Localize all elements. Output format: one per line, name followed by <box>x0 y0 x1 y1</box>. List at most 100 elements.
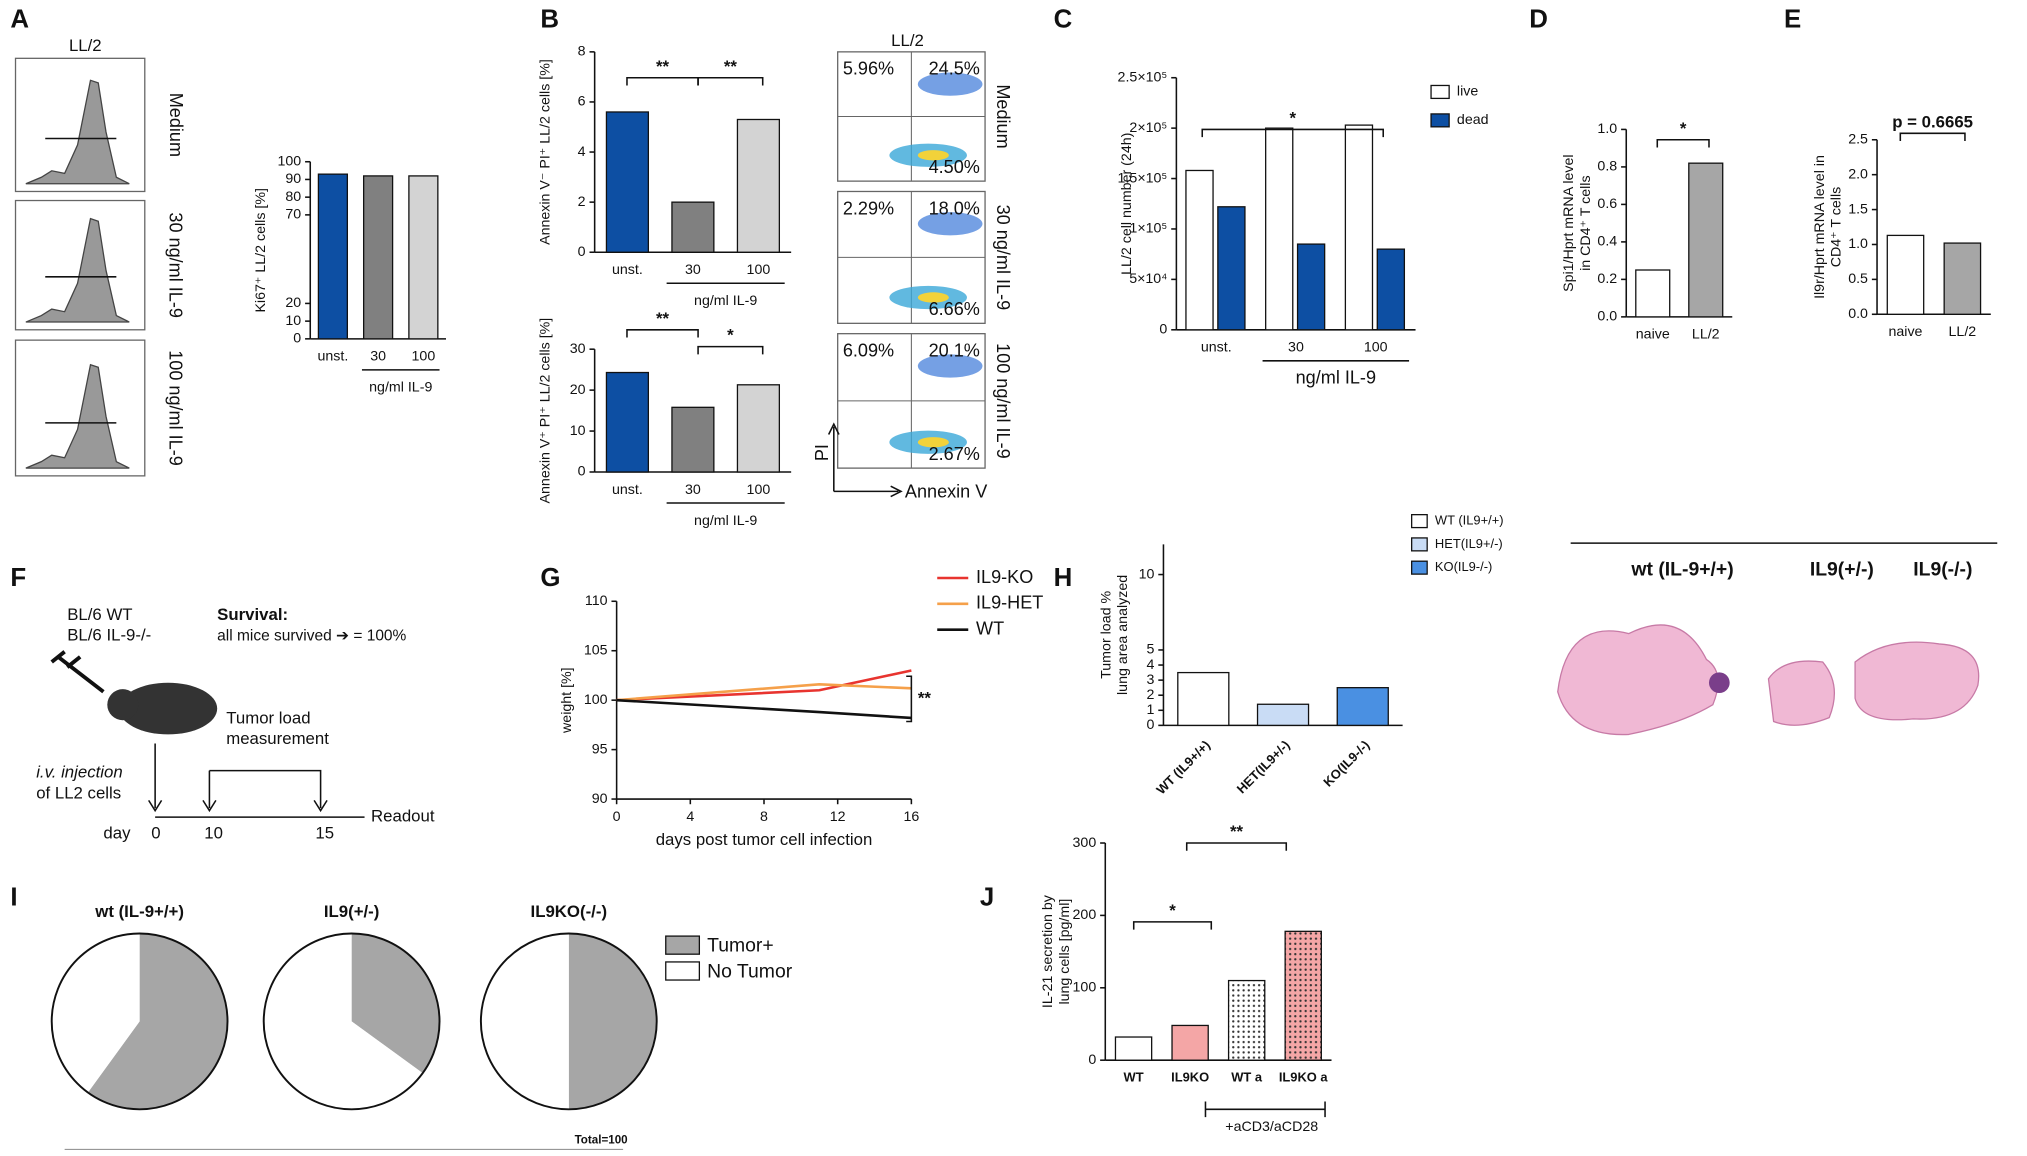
pie-title: IL9(+/-) <box>324 902 380 921</box>
significance: * <box>1289 109 1296 128</box>
legend-label: KO(IL9-/-) <box>1435 559 1492 574</box>
y-tick-label: 1 <box>1146 702 1154 718</box>
legend-label: Tumor+ <box>707 935 774 957</box>
x-tick-label: LL/2 <box>1949 324 1977 340</box>
x-tick-label: 30 <box>1288 340 1304 356</box>
y-tick-label: 1.5×10⁵ <box>1118 170 1168 186</box>
x-tick-label: 30 <box>685 262 701 278</box>
series-line <box>616 669 912 702</box>
x-axis-label: ng/ml IL-9 <box>1296 368 1376 388</box>
x-axis-label: ng/ml IL-9 <box>694 513 757 529</box>
legend-swatch <box>1411 560 1428 575</box>
x-tick-label: 12 <box>830 809 846 825</box>
row-label: Medium <box>166 93 186 157</box>
y-axis-label: Annexin V⁻ PI⁺ LL/2 cells [%] <box>537 59 553 245</box>
bar <box>317 173 349 340</box>
bar <box>1284 930 1322 1061</box>
x-tick-label: unst. <box>612 482 643 498</box>
legend-label: live <box>1457 84 1478 100</box>
y-axis-label: LL/2 cell number (24h) <box>1119 133 1135 275</box>
legend-label: IL9-KO <box>976 567 1033 587</box>
y-tick-label: 0 <box>293 331 301 347</box>
x-tick-label: 100 <box>747 482 771 498</box>
pie-outline <box>262 932 441 1111</box>
y-tick-label: 95 <box>592 741 608 757</box>
panel-letter: J <box>980 883 994 911</box>
pie-title: wt (IL-9+/+) <box>94 902 184 921</box>
cell-cloud <box>917 212 983 236</box>
y-axis-label: lung cells [pg/ml] <box>1057 899 1073 1005</box>
legend-label: WT (IL9+/+) <box>1435 513 1504 528</box>
bar <box>671 406 715 473</box>
timeline-label: Readout <box>371 807 435 826</box>
x-tick-label: 30 <box>370 349 386 365</box>
significance-bracket <box>1899 132 1966 142</box>
y-tick-label: 8 <box>578 44 586 60</box>
y-axis-label: Spi1/Hprt mRNA level <box>1561 154 1577 292</box>
significance: ** <box>656 309 670 328</box>
pie-slice <box>51 933 140 1093</box>
y-axis-label: in CD4⁺ T cells <box>1578 175 1594 270</box>
x-tick-label: LL/2 <box>1692 327 1720 343</box>
y-axis-label: IL-21 secretion by <box>1040 894 1056 1008</box>
histogram-frame <box>14 57 146 193</box>
y-tick-label: 30 <box>570 341 586 357</box>
bar <box>671 201 715 253</box>
cell-cloud <box>917 437 949 448</box>
bar <box>1177 671 1230 727</box>
x-tick-label: unst. <box>1201 340 1232 356</box>
quadrant-value: 2.29% <box>843 198 894 218</box>
y-tick-label: 3 <box>1146 672 1154 688</box>
y-tick-label: 0 <box>1146 717 1154 733</box>
panel-letter: E <box>1784 6 1801 34</box>
quadrant-value: 18.0% <box>929 198 980 218</box>
panel-letter: D <box>1529 6 1548 34</box>
x-tick-label: 100 <box>1364 340 1388 356</box>
legend-label: HET(IL9+/-) <box>1435 536 1503 551</box>
pie-slice <box>263 933 423 1110</box>
pie-note: Total=100 <box>575 1133 628 1146</box>
quadrant-value: 5.96% <box>843 59 894 79</box>
y-tick-label: 10 <box>570 423 586 439</box>
significance-bracket <box>697 76 764 86</box>
y-tick-label: 5 <box>1146 642 1154 658</box>
series-line <box>616 698 912 720</box>
legend-swatch <box>1430 113 1450 128</box>
timeline-tick: 15 <box>315 823 334 842</box>
row-label: Medium <box>993 84 1013 148</box>
y-tick-label: 0 <box>578 464 586 480</box>
y-tick-label: 0.2 <box>1597 271 1617 287</box>
x-tick-label: WT a <box>1231 1070 1263 1085</box>
bar <box>605 111 650 253</box>
x-tick-label: IL9KO <box>1171 1070 1209 1085</box>
bar <box>1376 248 1406 331</box>
y-tick-label: 0.4 <box>1597 234 1617 250</box>
y-tick-label: 90 <box>285 171 301 187</box>
timeline-label: Tumor load <box>226 708 310 727</box>
x-tick-label: 8 <box>760 809 768 825</box>
mouse-label: BL/6 WT <box>67 605 132 624</box>
cell-cloud <box>917 292 949 303</box>
histogram-frame <box>14 339 146 477</box>
cell-cloud <box>917 150 949 161</box>
bar <box>1265 127 1294 331</box>
y-tick-label: 100 <box>277 153 301 169</box>
y-tick-label: 0 <box>578 244 586 260</box>
histology-image <box>1708 672 1730 694</box>
histogram <box>25 79 130 185</box>
significance-bracket <box>626 329 699 338</box>
x-tick-label: KO(IL9-/-) <box>1320 737 1372 789</box>
significance: ** <box>918 688 932 707</box>
x-tick-label: IL9KO a <box>1279 1070 1329 1085</box>
row-label: 100 ng/ml IL-9 <box>993 343 1013 459</box>
significance: ** <box>724 57 738 76</box>
bar <box>1886 234 1925 315</box>
bar <box>1635 269 1671 318</box>
cell-cloud <box>917 72 983 96</box>
pie-slice <box>87 933 228 1110</box>
y-axis-label: weight [%] <box>559 667 575 734</box>
y-tick-label: 4 <box>578 144 586 160</box>
pie-outline <box>50 932 229 1111</box>
row-label: 100 ng/ml IL-9 <box>166 350 186 466</box>
